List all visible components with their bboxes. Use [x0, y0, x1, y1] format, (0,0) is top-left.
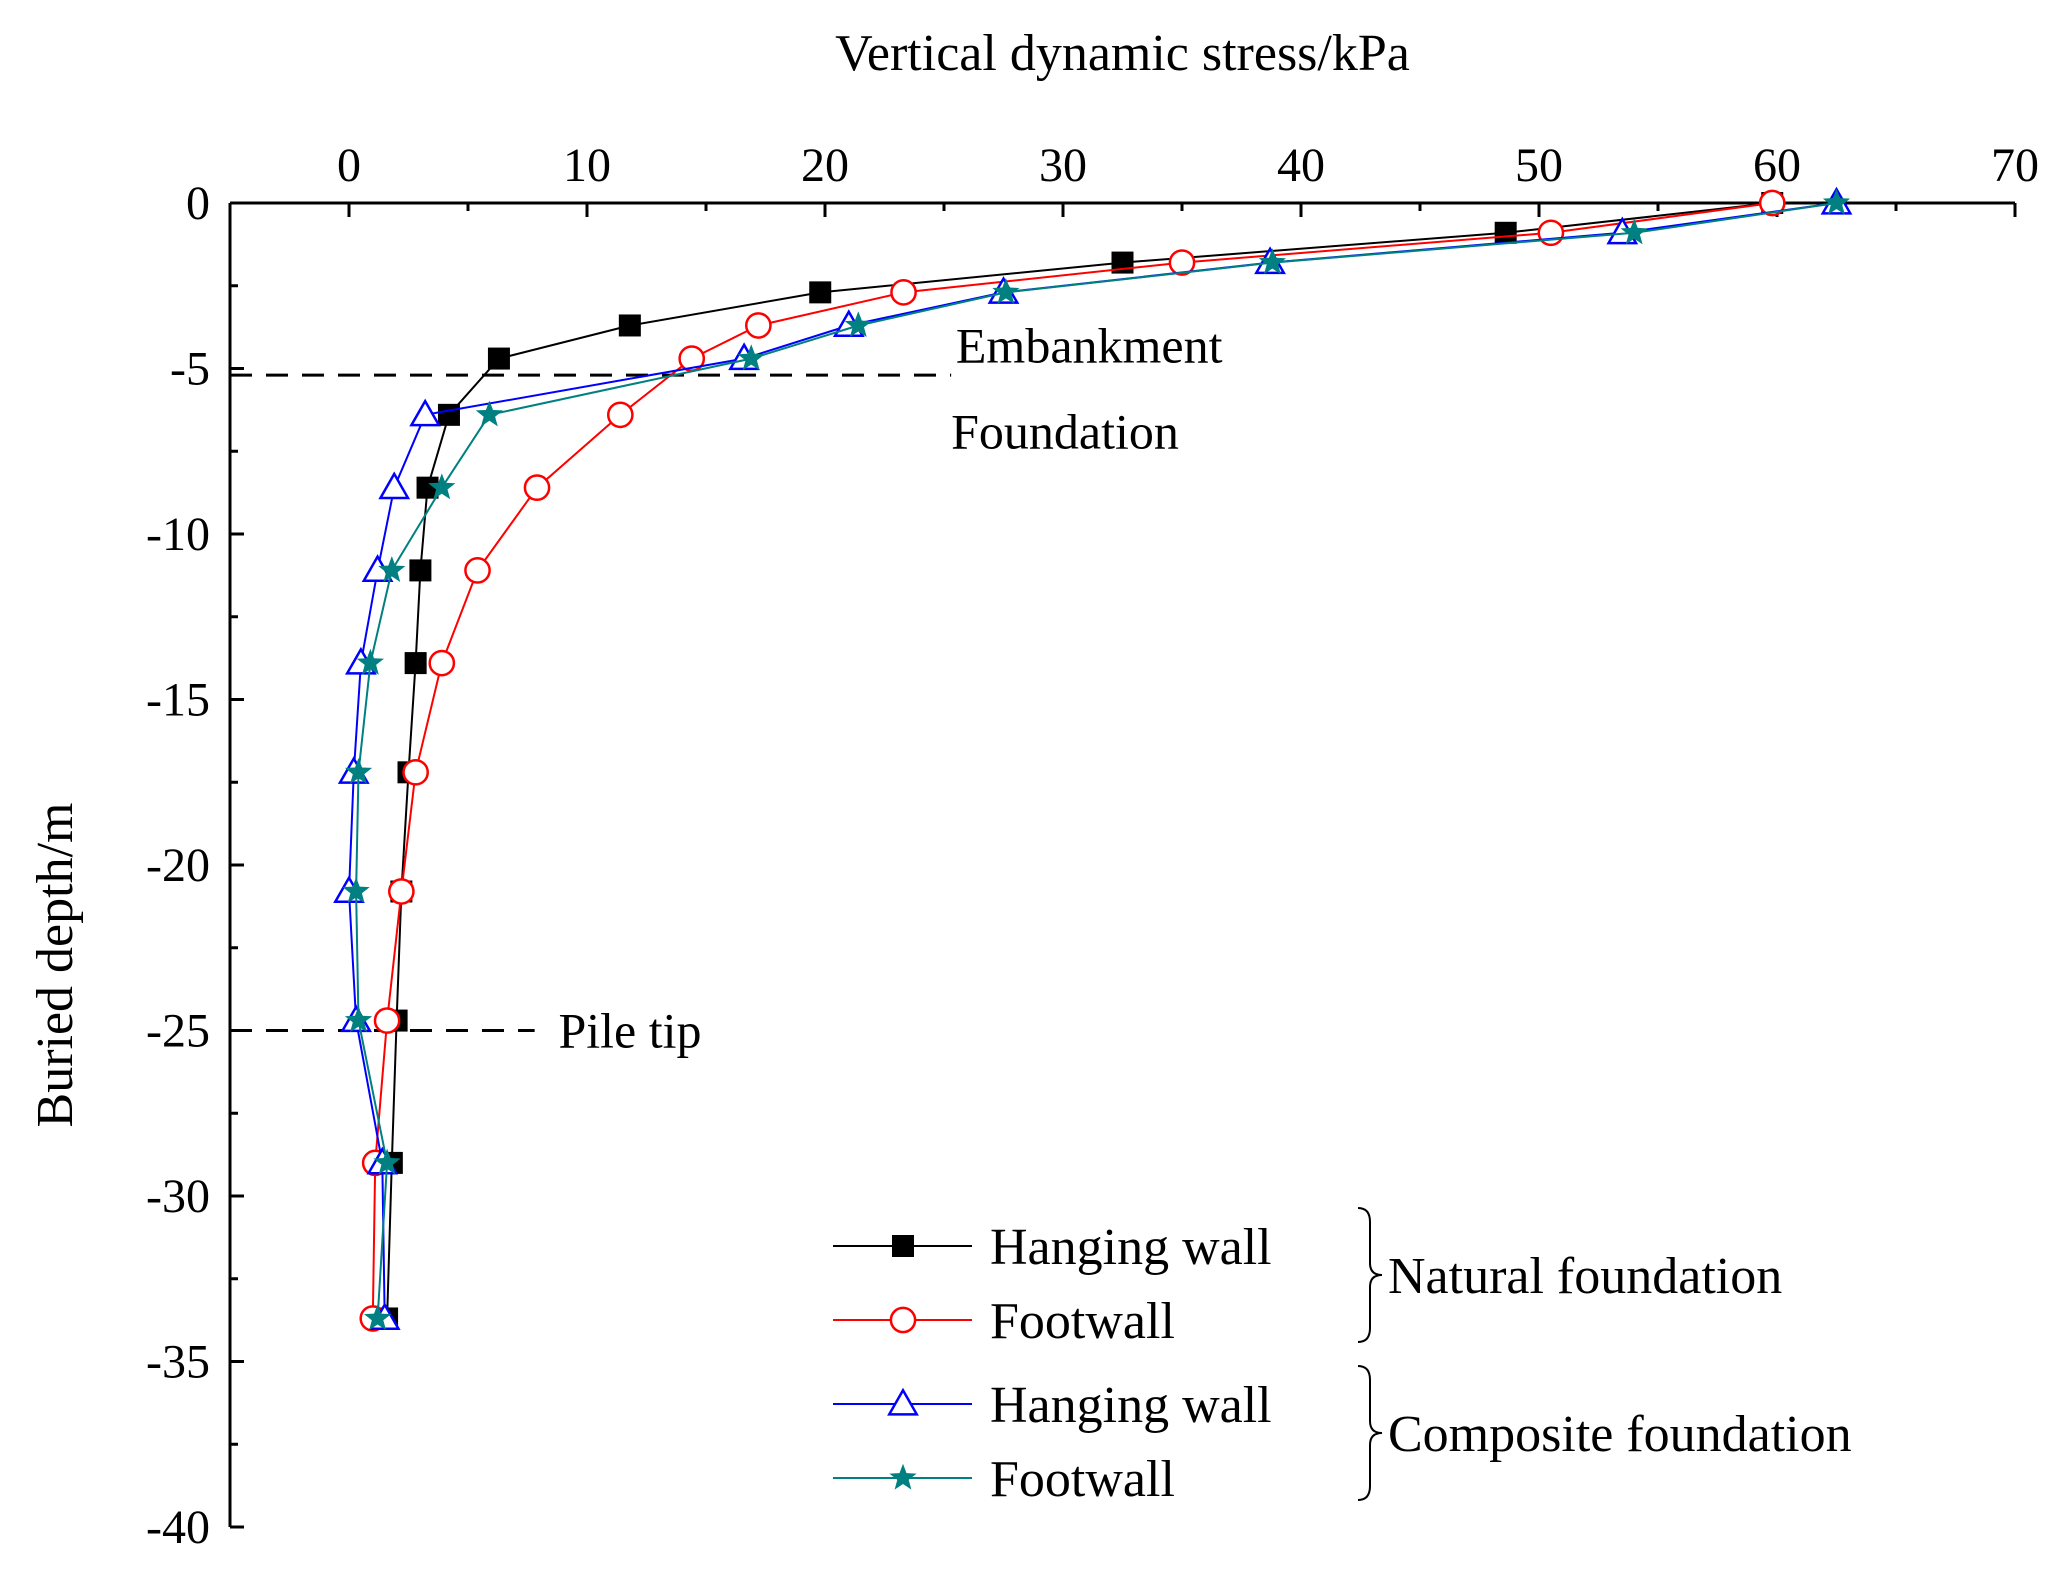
circle-marker [1758, 189, 1786, 217]
series-layer [333, 186, 1853, 1332]
annotation-label: Embankment [956, 317, 1223, 373]
legend-label: Footwall [990, 1451, 1175, 1508]
star-marker [342, 877, 370, 903]
annotation-label: Foundation [951, 403, 1179, 459]
star-marker [344, 758, 373, 784]
star-marker [889, 1463, 917, 1490]
square-marker [809, 281, 832, 304]
reference-lines [230, 373, 952, 1032]
annotations: Embankment Foundation Pile tip [558, 317, 1222, 1058]
square-marker [416, 476, 439, 499]
y-axis-title: Buried depth/m [27, 803, 84, 1128]
legend-item: Hanging wall [833, 1377, 1272, 1434]
x-tick-label: 10 [563, 139, 611, 192]
circle-marker [889, 1306, 917, 1334]
annotation-label: Pile tip [558, 1003, 701, 1059]
y-tick-label: 0 [186, 177, 210, 230]
legend-label: Hanging wall [990, 1377, 1272, 1434]
x-tick-label: 70 [1991, 139, 2039, 192]
x-axis-title: Vertical dynamic stress/kPa [835, 25, 1410, 82]
square-marker [892, 1235, 914, 1257]
y-tick-label: -5 [170, 343, 210, 396]
star-marker [344, 1006, 373, 1033]
x-tick-label: 30 [1039, 139, 1087, 192]
square-marker [618, 314, 641, 337]
circle-marker [606, 401, 634, 429]
star-marker [373, 1148, 401, 1175]
circle-marker [745, 312, 772, 339]
square-marker [404, 652, 427, 675]
square-marker [437, 403, 460, 426]
legend-group-brace [1357, 1365, 1383, 1501]
triangle-marker [409, 398, 442, 427]
star-marker [844, 311, 872, 337]
star-marker [428, 473, 456, 500]
square-marker [409, 559, 432, 582]
x-tick-label: 40 [1277, 139, 1325, 192]
star-marker [1258, 248, 1286, 275]
y-tick-label: -10 [146, 508, 210, 561]
legend-item: Footwall [833, 1451, 1175, 1508]
series-3 [342, 188, 1851, 1330]
legend-item: Footwall [833, 1293, 1175, 1350]
y-tick-label: -30 [146, 1170, 210, 1223]
legend-group-label: Composite foundation [1388, 1406, 1852, 1463]
circle-marker [523, 474, 551, 502]
star-marker [356, 648, 384, 675]
star-marker [1822, 188, 1851, 215]
legend-group-label: Natural foundation [1388, 1248, 1782, 1305]
triangle-marker [378, 471, 411, 500]
star-marker [737, 344, 765, 371]
y-tick-label: -25 [146, 1005, 210, 1058]
legend: Hanging wall Footwall Hanging wall Footwall… [833, 1207, 1852, 1508]
y-tick-label: -35 [146, 1336, 210, 1389]
legend-group-brace [1357, 1207, 1383, 1343]
circle-marker [428, 649, 456, 677]
legend-label: Footwall [990, 1293, 1175, 1350]
star-marker [475, 400, 503, 427]
circle-marker [1168, 249, 1196, 276]
y-tick-label: -15 [146, 674, 210, 727]
circle-marker [373, 1007, 401, 1034]
star-marker [378, 556, 406, 582]
y-tick-label: -20 [146, 839, 210, 892]
axes: 0 10 20 30 40 50 60 70 0 -5 -10 -15 -20 -25 -30 -35 -40 V… [27, 25, 2039, 1554]
star-marker [992, 278, 1020, 304]
series-1 [359, 189, 1786, 1332]
square-marker [1494, 221, 1517, 244]
x-tick-label: 60 [1753, 139, 1801, 192]
legend-label: Hanging wall [990, 1219, 1272, 1276]
x-tick-label: 20 [801, 139, 849, 192]
x-tick-label: 50 [1515, 139, 1563, 192]
circle-marker [890, 279, 917, 306]
y-tick-label: -40 [146, 1501, 210, 1554]
circle-marker [388, 878, 415, 905]
triangle-marker [887, 1387, 919, 1416]
square-marker [487, 347, 510, 370]
star-marker [1620, 218, 1648, 245]
circle-marker [402, 758, 429, 786]
circle-marker [464, 557, 491, 584]
star-marker [364, 1304, 392, 1330]
x-tick-label: 0 [337, 139, 361, 192]
legend-item: Hanging wall [833, 1219, 1272, 1276]
